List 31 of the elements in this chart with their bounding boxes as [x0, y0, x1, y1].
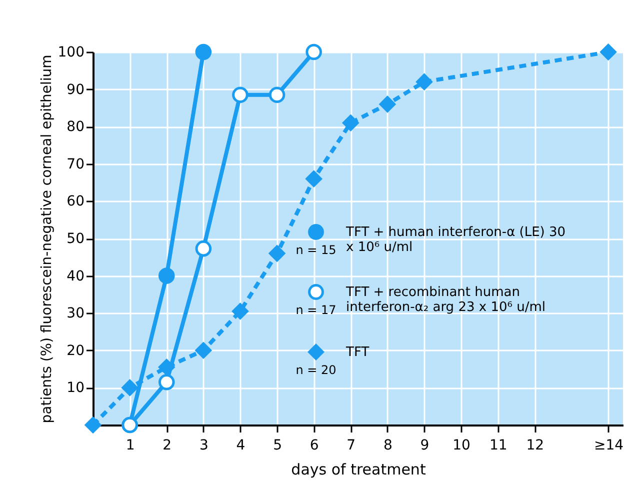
legend-label: TFT — [345, 345, 370, 360]
x-axis-title: days of treatment — [291, 460, 426, 478]
x-tick-label: 12 — [526, 438, 544, 454]
x-tick-label: 10 — [452, 438, 470, 454]
x-tick-label: 2 — [162, 438, 172, 454]
y-tick-label: 100 — [58, 44, 84, 60]
y-tick-label: 40 — [66, 268, 84, 284]
y-tick-label: 80 — [66, 119, 84, 136]
x-tick-label: 11 — [489, 438, 508, 454]
y-axis-title: patients (%) fluorescein-negative corneal epithelium — [38, 54, 55, 424]
x-tick-label: 3 — [199, 438, 208, 454]
x-tick-label: 4 — [236, 438, 246, 454]
y-tick-label: 20 — [66, 342, 84, 359]
y-tick-label: 90 — [66, 82, 84, 98]
legend-label: TFT + recombinant human interferon-α₂ arg 23 x 10⁶ u/ml — [345, 285, 546, 315]
x-tick-label: 7 — [346, 438, 356, 454]
annotation: n = 15 — [296, 243, 336, 257]
x-tick-label: 1 — [126, 438, 135, 454]
x-tick-label: ≥14 — [594, 438, 624, 454]
y-tick-label: 10 — [66, 380, 84, 396]
y-tick-label: 50 — [66, 231, 84, 247]
legend-label: TFT + human interferon-α (LE) 30 x 10⁶ u/ml — [345, 225, 566, 255]
y-tick-label: 30 — [66, 306, 84, 322]
x-tick-label: 6 — [310, 438, 319, 454]
x-tick-label: 9 — [420, 438, 430, 454]
y-tick-label: 70 — [66, 156, 84, 172]
annotation: n = 20 — [296, 363, 336, 377]
y-tick-label: 60 — [66, 194, 84, 210]
x-tick-label: 8 — [383, 438, 392, 454]
annotation: n = 17 — [296, 303, 336, 317]
x-tick-label: 5 — [273, 438, 282, 454]
